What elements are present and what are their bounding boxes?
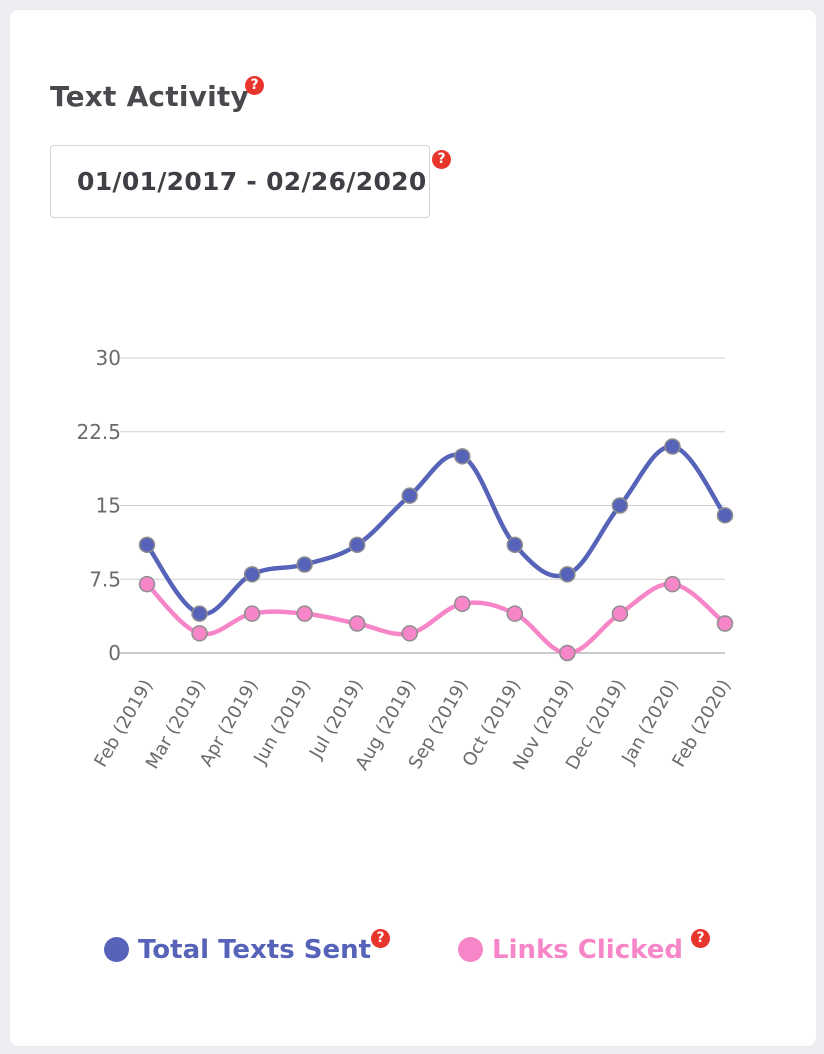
data-point [716,615,734,632]
data-point [296,605,313,622]
data-point [348,615,366,632]
data-point [559,566,576,583]
data-point [664,438,681,455]
data-point [716,507,734,524]
y-tick-label: 22.5 [76,420,121,444]
series-line [144,444,728,617]
data-point [243,605,261,622]
data-point [138,536,156,554]
data-point [243,566,261,583]
y-tick-label: 0 [108,641,121,665]
data-point [559,644,576,662]
data-point [611,497,629,514]
date-range-input[interactable]: 01/01/2017 - 02/26/2020 [50,145,430,218]
data-point [664,575,681,593]
data-point [191,605,208,622]
data-point [506,536,524,554]
data-point [401,625,418,642]
data-point [506,605,524,622]
y-tick-label: 30 [96,346,121,370]
date-range-help-icon[interactable]: ? [432,150,451,169]
series-line [144,581,728,656]
legend-marker-icon [458,937,483,962]
data-point [296,556,313,573]
legend-marker-icon [104,937,129,962]
legend-label: Links Clicked [492,935,683,965]
data-point [348,536,366,554]
legend-item-links-clicked[interactable]: Links Clicked [458,933,688,967]
data-point [138,575,156,593]
legend-help-icon-links-clicked[interactable]: ? [691,929,710,948]
card-title: Text Activity [50,80,249,113]
data-point [454,448,471,465]
legend-label: Total Texts Sent [138,935,372,965]
data-point [191,625,208,642]
title-help-icon[interactable]: ? [245,76,264,95]
y-tick-label: 15 [96,494,121,518]
legend-help-icon-total-texts-sent[interactable]: ? [371,929,390,948]
y-tick-label: 7.5 [89,567,121,591]
data-point [401,487,418,504]
date-range-value: 01/01/2017 - 02/26/2020 [77,167,427,196]
data-point [454,595,471,613]
legend-item-total-texts-sent[interactable]: Total Texts Sent [104,933,394,967]
data-point [611,605,629,622]
